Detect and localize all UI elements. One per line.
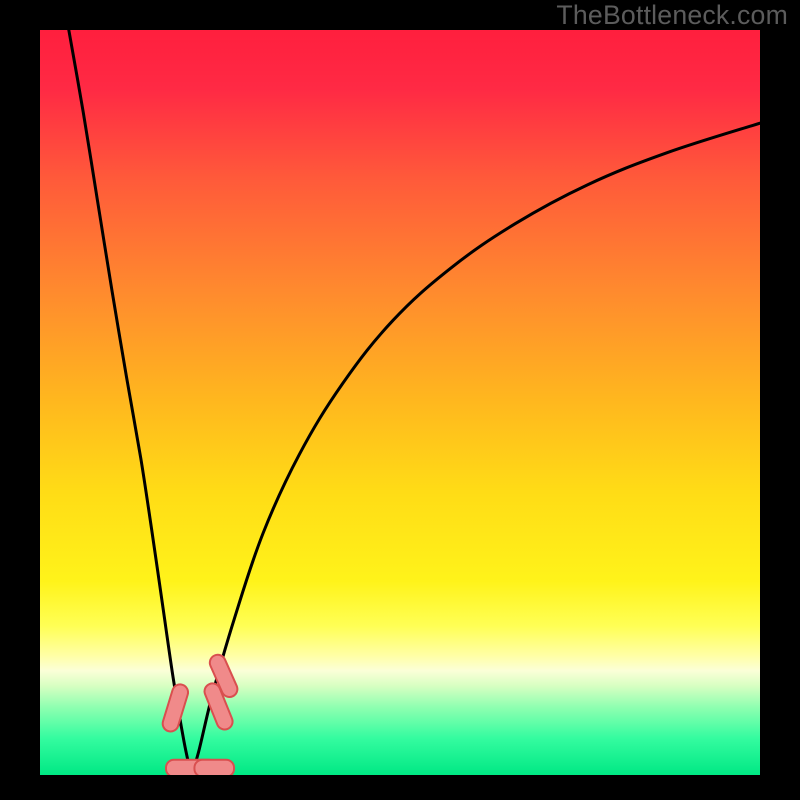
marker-capsule — [194, 760, 234, 777]
bottleneck-chart — [0, 0, 800, 800]
gradient-background — [40, 30, 760, 775]
chart-stage: TheBottleneck.com — [0, 0, 800, 800]
